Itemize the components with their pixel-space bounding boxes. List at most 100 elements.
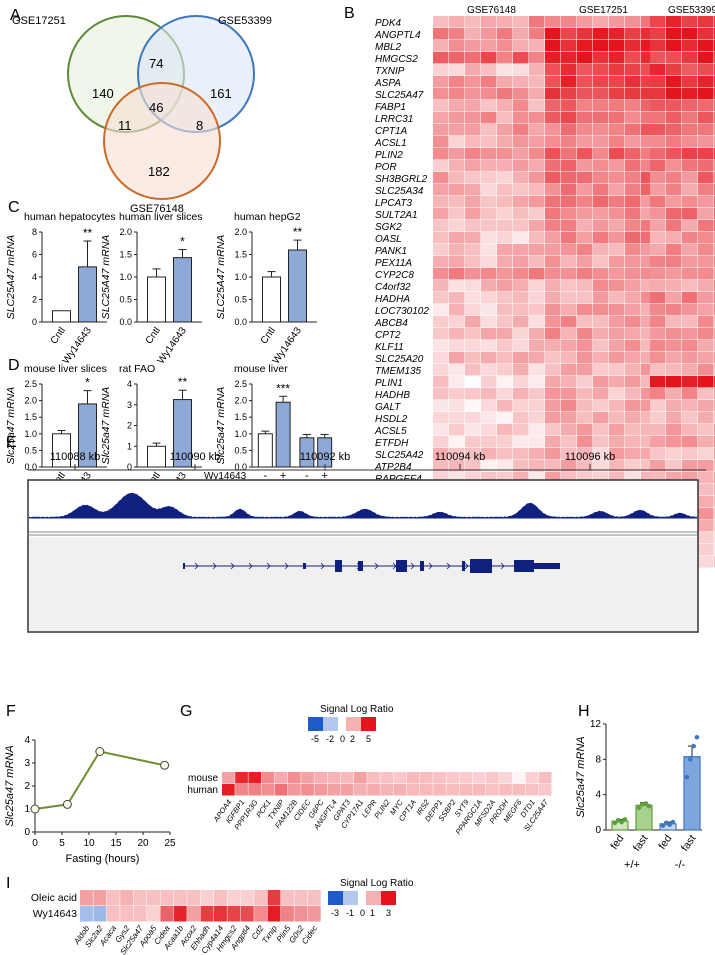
strand-arrow <box>374 562 379 570</box>
heatmap-group-label: GSE53399 <box>668 5 715 16</box>
heatmap-cell <box>625 304 641 316</box>
heatmap-cell <box>641 448 657 460</box>
heatmap-cell <box>529 460 545 472</box>
gene-exon <box>534 563 560 569</box>
heatmap-cell <box>465 400 481 412</box>
heatmap-gene-label: HMGCS2 <box>375 54 418 65</box>
y-tick-label: 2 <box>24 781 30 792</box>
heatmap-cell <box>666 316 682 328</box>
heatmap-cell <box>465 244 481 256</box>
heatmap-cell <box>577 400 593 412</box>
heatmap-cell <box>561 232 577 244</box>
heatmap-cell <box>513 376 529 388</box>
heatmap-cell <box>513 448 529 460</box>
heatmap-cell <box>561 124 577 136</box>
heatmap-cell <box>433 220 449 232</box>
heatmap-cell <box>497 40 513 52</box>
heatmap-cell <box>650 124 666 136</box>
heatmap-cell <box>267 906 281 922</box>
heatmap-cell <box>545 376 561 388</box>
heatmap-cell <box>561 208 577 220</box>
heatmap-cell <box>609 208 625 220</box>
heatmap-cell <box>465 352 481 364</box>
significance-mark: ** <box>293 225 303 239</box>
heatmap-cell <box>609 196 625 208</box>
heatmap-cell <box>641 148 657 160</box>
heatmap-cell <box>120 906 134 922</box>
heatmap-cell <box>449 88 465 100</box>
heatmap-cell <box>577 232 593 244</box>
heatmap-cell <box>577 268 593 280</box>
y-tick-label: 1.0 <box>234 272 247 282</box>
heatmap-cell <box>698 172 714 184</box>
heatmap-cell <box>641 340 657 352</box>
heatmap-cell <box>433 364 449 376</box>
bar <box>52 310 71 323</box>
heatmap-cell <box>641 28 657 40</box>
heatmap-cell <box>200 890 214 906</box>
heatmap-cell <box>625 436 641 448</box>
heatmap-cell <box>666 52 682 64</box>
y-tick-label: 8 <box>32 227 37 237</box>
heatmap-cell <box>301 772 314 784</box>
heatmap-cell <box>545 160 561 172</box>
heatmap-cell <box>593 436 609 448</box>
heatmap-cell <box>625 412 641 424</box>
heatmap-cell <box>465 388 481 400</box>
heatmap-cell <box>465 376 481 388</box>
heatmap-cell <box>545 448 561 460</box>
heatmap-cell <box>625 112 641 124</box>
heatmap-cell <box>497 220 513 232</box>
data-dot <box>684 774 690 780</box>
heatmap-cell <box>577 304 593 316</box>
heatmap-cell <box>641 160 657 172</box>
heatmap-cell <box>240 906 254 922</box>
heatmap-cell <box>682 208 698 220</box>
heatmap-row-label: mouse <box>188 773 218 784</box>
heatmap-cell <box>698 256 714 268</box>
heatmap-cell <box>698 196 714 208</box>
heatmap-cell <box>513 196 529 208</box>
venn-count-bc: 8 <box>196 118 203 133</box>
heatmap-cell <box>433 172 449 184</box>
x-tick-label: Cntl <box>144 325 163 346</box>
heatmap-cell <box>641 268 657 280</box>
heatmap-cell <box>525 784 539 796</box>
heatmap-cell <box>449 400 465 412</box>
heatmap-cell <box>561 100 577 112</box>
heatmap-cell <box>497 28 513 40</box>
heatmap-cell <box>472 772 486 784</box>
heatmap-cell <box>433 376 449 388</box>
panel-f-line-chart: 0 1 2 3 4 0 5 10 15 20 25 Fasting (hours) Slc25a47 m… <box>4 735 176 865</box>
heatmap-gene-label: HSDL2 <box>375 414 408 425</box>
heatmap-cell <box>449 76 465 88</box>
heatmap-cell <box>307 890 321 906</box>
heatmap-cell <box>666 136 682 148</box>
heatmap-cell <box>650 88 666 100</box>
heatmap-cell <box>561 88 577 100</box>
x-tick-label: fast <box>631 833 651 854</box>
data-dot <box>691 743 696 749</box>
panel-letter-i: I <box>6 875 10 892</box>
heatmap-cell <box>449 184 465 196</box>
heatmap-cell <box>650 148 666 160</box>
heatmap-cell <box>529 64 545 76</box>
heatmap-cell <box>497 148 513 160</box>
heatmap-cell <box>513 364 529 376</box>
heatmap-cell <box>449 352 465 364</box>
heatmap-cell <box>529 160 545 172</box>
heatmap-cell <box>698 388 714 400</box>
heatmap-cell <box>682 352 698 364</box>
heatmap-cell <box>650 436 666 448</box>
heatmap-cell <box>529 28 545 40</box>
heatmap-cell <box>529 40 545 52</box>
heatmap-cell <box>240 890 254 906</box>
heatmap-cell <box>465 340 481 352</box>
heatmap-cell <box>682 112 698 124</box>
heatmap-cell <box>433 328 449 340</box>
bar <box>173 257 192 323</box>
heatmap-cell <box>561 316 577 328</box>
panel-g-heatmap: Signal Log Ratio-5 -2 0 2 5mousehumanAPOA4IG… <box>187 704 552 836</box>
